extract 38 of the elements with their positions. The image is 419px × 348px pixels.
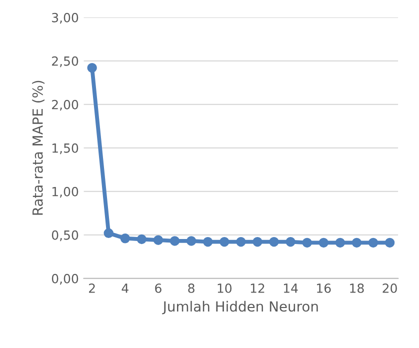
x-tick-label: 2	[89, 283, 95, 293]
point	[202, 237, 213, 247]
x-tick-label: 8	[188, 283, 194, 293]
x-tick-label: 6	[155, 283, 162, 293]
point	[136, 234, 147, 244]
y-tick-label: 0,00	[52, 274, 78, 285]
point	[368, 238, 378, 248]
point	[302, 238, 312, 248]
point	[87, 63, 97, 73]
x-tick-label: 12	[250, 283, 264, 293]
x-tick-label: 10	[218, 283, 232, 293]
x-tick-label: 16	[317, 283, 331, 293]
point	[352, 238, 362, 248]
point	[153, 235, 164, 245]
x-tick-label: 14	[284, 284, 298, 293]
point	[335, 238, 346, 248]
y-tick-label: 2,50	[52, 56, 78, 68]
point	[318, 238, 328, 248]
x-axis-title: Jumlah Hidden Neuron	[162, 300, 318, 314]
point	[286, 237, 296, 247]
point	[170, 236, 180, 246]
y-axis-title: Rata-rata MAPE (%)	[32, 80, 44, 215]
point	[186, 236, 196, 246]
x-tick-label: 20	[382, 283, 397, 293]
point	[120, 234, 130, 244]
y-tick-label: 1,00	[52, 186, 78, 198]
x-tick-label: 4	[122, 284, 128, 293]
point	[104, 228, 114, 238]
y-tick-label: 2,00	[52, 100, 78, 111]
x-tick-label: 18	[350, 283, 364, 293]
y-tick-label: 3,00	[52, 12, 78, 24]
y-tick-label: 1,50	[52, 143, 78, 154]
point	[269, 237, 279, 247]
point	[236, 237, 246, 247]
y-tick-label: 0,50	[52, 230, 78, 242]
point	[384, 238, 395, 248]
point	[220, 237, 230, 247]
point	[252, 237, 262, 247]
